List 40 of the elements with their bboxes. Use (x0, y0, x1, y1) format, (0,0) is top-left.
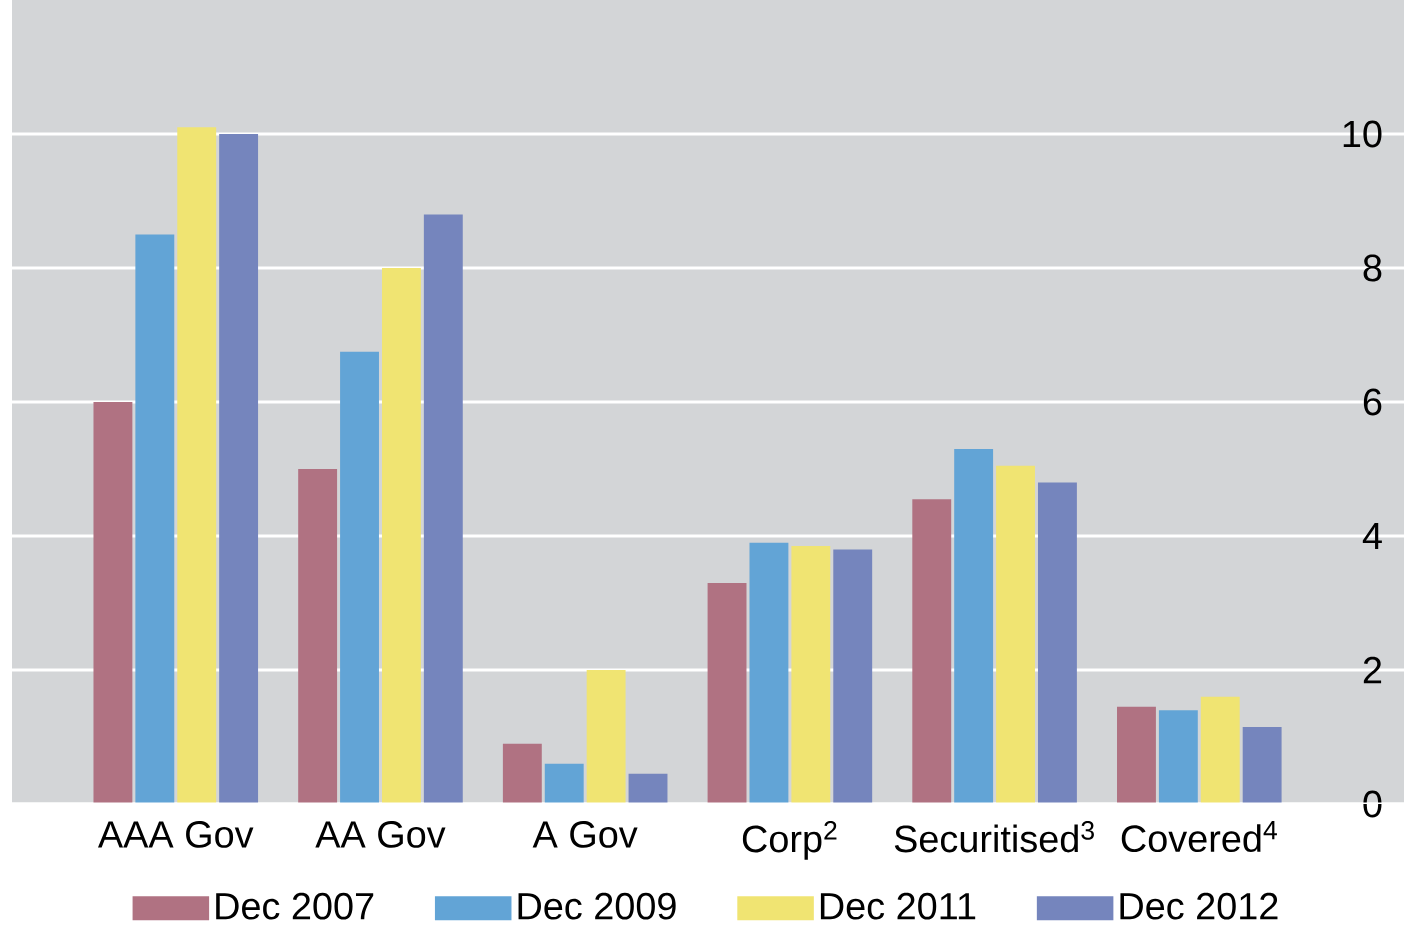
bar (1200, 696, 1240, 804)
x-tick-label: Corp$^{2}$ (742, 821, 837, 860)
y-tick-label: 8 (1363, 254, 1382, 282)
bar (912, 499, 952, 804)
legend-label: Dec 2009 (518, 892, 676, 920)
bar (749, 542, 789, 804)
bar (544, 763, 584, 804)
y-tick-label: 2 (1363, 656, 1382, 684)
legend-label: Dec 2012 (1120, 892, 1278, 920)
bar (586, 670, 626, 804)
legend-label: Dec 2007 (216, 892, 374, 920)
legend-label: Dec 2011 (820, 892, 976, 920)
bar (1037, 482, 1077, 804)
x-tick-label: AA Gov (315, 821, 446, 848)
bar (93, 402, 133, 804)
bar (340, 351, 379, 804)
y-tick-label: 10 (1343, 120, 1382, 148)
bar (298, 469, 338, 804)
bar (1158, 710, 1198, 804)
bar (219, 133, 259, 804)
y-tick-label: 4 (1362, 522, 1382, 550)
bar (423, 214, 463, 804)
bar (502, 743, 542, 804)
bar (135, 234, 175, 804)
bar (707, 582, 747, 804)
bar (996, 465, 1035, 804)
y-tick-label: 6 (1363, 388, 1382, 416)
x-tick-label: AAA Gov (97, 821, 254, 848)
bar (1242, 726, 1282, 804)
y-tick-label: 0 (1363, 790, 1382, 818)
bar (177, 127, 217, 804)
x-tick-label: A Gov (532, 821, 638, 848)
bar (954, 448, 994, 804)
x-tick-label: Covered$^{4}$ (1121, 821, 1277, 853)
bar (1117, 706, 1156, 804)
bar (791, 546, 831, 804)
bar (628, 773, 668, 804)
x-tick-label: Securitised$^{3}$ (894, 821, 1094, 853)
bar (833, 549, 873, 804)
bar (381, 267, 421, 804)
